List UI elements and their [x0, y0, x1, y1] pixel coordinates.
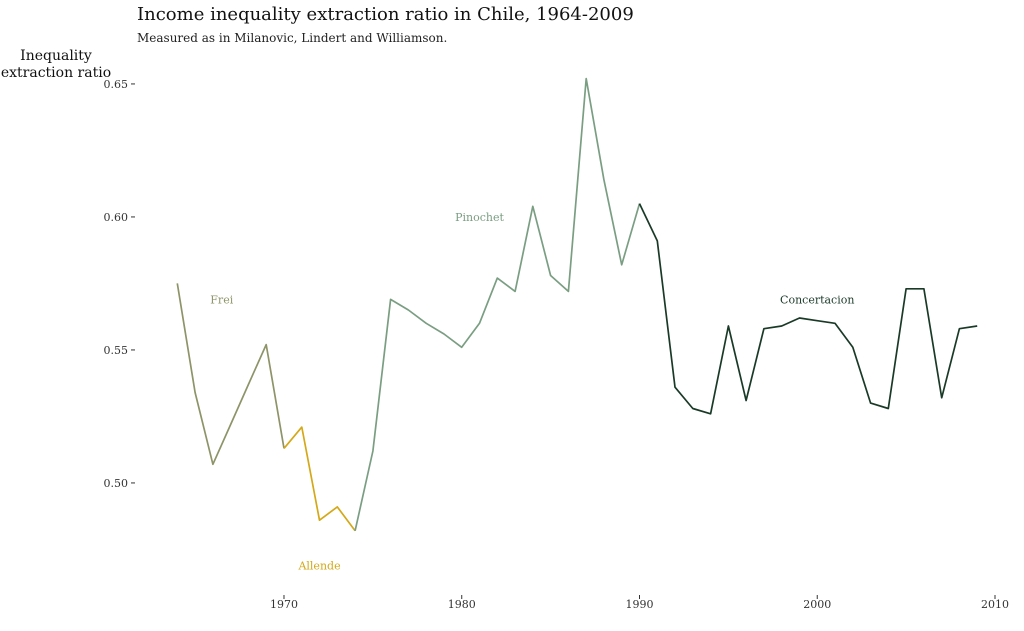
- series-labels: Frei Allende Pinochet Concertacion: [210, 211, 854, 572]
- series-label-frei: Frei: [210, 293, 233, 306]
- y-axis: 0.50 0.55 0.60 0.65: [104, 78, 135, 490]
- series-label-pinochet: Pinochet: [455, 211, 504, 224]
- x-axis: 1970 1980 1990 2000 2010: [270, 595, 1009, 611]
- series-line-concertacion: [638, 203, 978, 415]
- series-line-allende: [283, 426, 356, 532]
- y-tick-label: 0.65: [104, 78, 129, 91]
- x-tick-label: 1970: [270, 598, 298, 611]
- series-label-concertacion: Concertacion: [780, 293, 854, 306]
- y-tick-label: 0.60: [104, 211, 129, 224]
- x-tick-label: 2010: [981, 598, 1009, 611]
- y-axis-label: Inequality extraction ratio: [0, 48, 112, 82]
- y-axis-label-line-1: Inequality: [20, 48, 92, 64]
- x-tick-label: 2000: [803, 598, 831, 611]
- series-line-pinochet: [354, 77, 641, 531]
- y-tick-label: 0.50: [104, 477, 129, 490]
- chart-subtitle: Measured as in Milanovic, Lindert and Wi…: [137, 31, 448, 45]
- series-line-frei: [176, 283, 285, 466]
- y-axis-label-line-2: extraction ratio: [0, 65, 112, 81]
- y-tick-label: 0.55: [104, 344, 129, 357]
- x-tick-label: 1990: [625, 598, 653, 611]
- x-tick-label: 1980: [448, 598, 476, 611]
- series-label-allende: Allende: [297, 559, 340, 572]
- chart-title: Income inequality extraction ratio in Ch…: [137, 4, 634, 25]
- series-lines: [176, 77, 978, 532]
